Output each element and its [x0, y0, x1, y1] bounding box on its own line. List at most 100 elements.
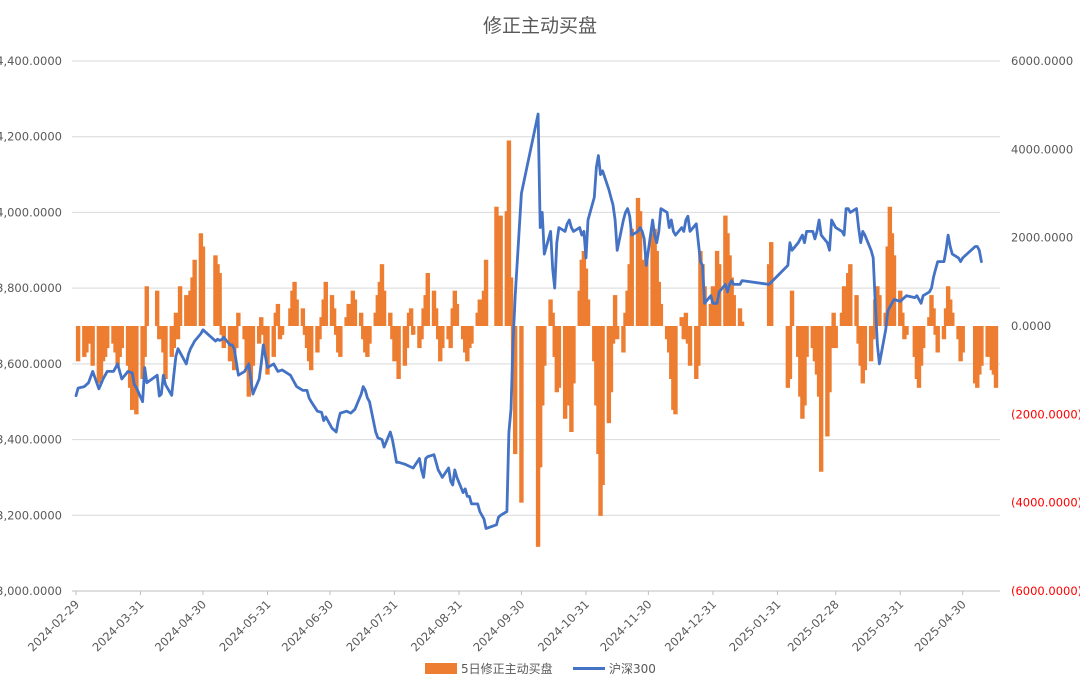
bar [275, 303, 281, 326]
bar [833, 326, 838, 349]
bar [259, 317, 264, 326]
x-axis-tick-label: 2024-03-31 [89, 597, 146, 654]
bar [658, 303, 664, 326]
bar [900, 312, 905, 326]
bar [367, 326, 372, 344]
bar [404, 326, 410, 349]
bar [265, 326, 270, 375]
bar [585, 299, 591, 326]
bar [425, 273, 430, 326]
bar [979, 326, 984, 366]
bar [163, 326, 168, 379]
bar [352, 299, 358, 326]
right-axis: (6000.0000) (4000.0000) (2000.0000) 0.0000 2… [1011, 54, 1080, 598]
legend: 5日修正主动买盘 沪深300 [425, 661, 656, 676]
left-axis-tick-label: 3,800.0000 [0, 281, 62, 295]
x-axis-tick-label: 2025-02-28 [785, 597, 842, 654]
legend-label-line: 沪深300 [609, 662, 656, 676]
bar [702, 286, 707, 326]
right-axis-tick-label: (4000.0000) [1011, 496, 1080, 510]
bar [84, 326, 89, 353]
bar [388, 312, 393, 326]
bar [279, 326, 285, 335]
bar [829, 326, 834, 349]
bar [681, 326, 686, 340]
bar [710, 286, 716, 326]
x-axis-tick-label: 2024-06-30 [279, 597, 336, 654]
bar [848, 264, 853, 326]
bar [562, 326, 568, 419]
x-axis-tick-label: 2025-01-31 [726, 597, 783, 654]
bar [177, 286, 183, 326]
bar [870, 326, 876, 340]
bar [433, 308, 439, 326]
bar [508, 277, 514, 326]
line-series [74, 112, 983, 530]
bar [542, 326, 547, 366]
x-axis-tick-label: 2024-04-30 [152, 597, 209, 654]
bar [192, 259, 197, 326]
bar [217, 273, 222, 326]
bar [629, 228, 634, 326]
right-axis-tick-label: 6000.0000 [1011, 54, 1073, 68]
bar [454, 303, 460, 326]
bar [868, 326, 874, 362]
legend-swatch-bar [425, 663, 457, 674]
left-axis-tick-label: 3,000.0000 [0, 584, 62, 598]
x-axis-tick-label: 2024-02-29 [25, 597, 82, 654]
bar [309, 326, 314, 371]
x-axis-tick-label: 2024-10-31 [535, 597, 592, 654]
bar [789, 290, 795, 326]
bar [610, 326, 616, 344]
bar-series [75, 140, 999, 547]
x-axis-tick-label: 2024-11-30 [597, 597, 654, 654]
bar [234, 326, 239, 349]
bar [608, 326, 614, 393]
right-axis-tick-label: 4000.0000 [1011, 142, 1073, 156]
bar [941, 326, 947, 340]
bar [898, 290, 903, 326]
bar [614, 326, 620, 340]
x-axis-tick-label: 2024-09-30 [470, 597, 527, 654]
bar [408, 308, 414, 326]
right-axis-tick-label: (6000.0000) [1011, 584, 1080, 598]
bar [171, 326, 177, 349]
bar [931, 308, 936, 326]
bar [323, 281, 328, 326]
x-axis: 2024-02-29 2024-03-31 2024-04-30 2024-05-31… [25, 590, 1000, 654]
bar [571, 326, 576, 384]
bar [737, 308, 743, 326]
bar [431, 290, 437, 326]
bar [448, 326, 453, 349]
legend-label-bar: 5日修正主动买盘 [461, 661, 553, 676]
bar [550, 312, 555, 326]
bar [338, 326, 343, 357]
bar [683, 312, 689, 326]
bar [904, 326, 909, 335]
left-axis-tick-label: 3,400.0000 [0, 433, 62, 447]
bar [687, 326, 693, 366]
bar [175, 326, 181, 340]
bar [134, 326, 139, 415]
bar [831, 312, 836, 326]
bar [119, 326, 124, 349]
x-axis-tick-label: 2025-03-31 [849, 597, 906, 654]
left-axis-tick-label: 4,200.0000 [0, 130, 62, 144]
bar [200, 246, 206, 326]
right-axis-tick-label: 2000.0000 [1011, 231, 1073, 245]
bar [142, 326, 147, 357]
bar [519, 326, 524, 503]
bar [920, 326, 926, 349]
bar [818, 326, 824, 472]
bar [396, 326, 401, 379]
bar [600, 326, 605, 485]
bar [154, 290, 160, 326]
bar [827, 326, 832, 393]
chart-title: 修正主动买盘 [483, 15, 597, 37]
bar [506, 140, 512, 326]
bar [498, 215, 503, 326]
left-axis-tick-label: 3,200.0000 [0, 508, 62, 522]
bar [331, 308, 337, 326]
bar [75, 326, 81, 362]
